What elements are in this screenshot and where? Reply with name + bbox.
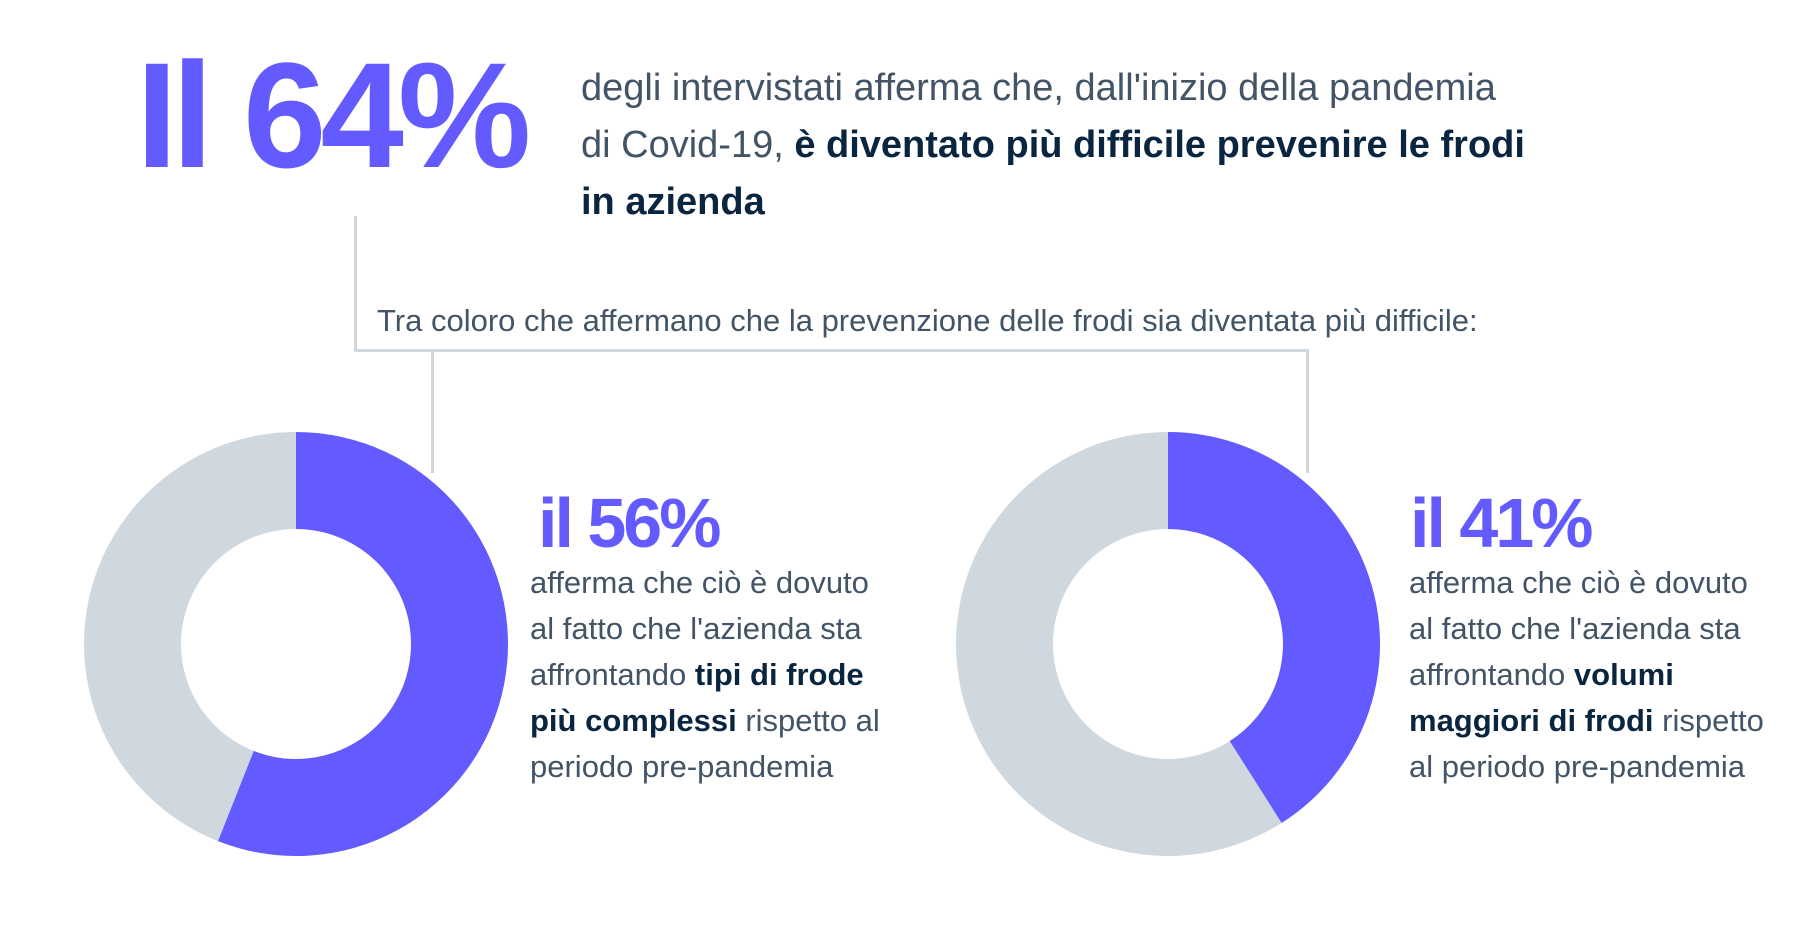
right-stat: il 41% — [1410, 484, 1593, 562]
left-desc-line-3: affrontando tipi di frode — [530, 652, 910, 698]
right-desc-line-1: afferma che ciò è dovuto — [1409, 565, 1748, 600]
left-stat: il 56% — [538, 484, 721, 562]
headline-line-1: degli intervistati afferma che, dall'ini… — [581, 67, 1496, 109]
headline-line-2: di Covid-19, è diventato più difficile p… — [581, 117, 1581, 174]
right-desc-line-5: al periodo pre-pandemia — [1409, 749, 1746, 784]
left-desc-line-2: al fatto che l'azienda sta — [530, 611, 862, 646]
headline-line-3: in azienda — [581, 181, 765, 223]
donut-left-slice-remainder — [83, 432, 296, 842]
donut-left-slice-value — [217, 432, 509, 856]
headline-line-2-bold: è diventato più difficile prevenire le f… — [794, 124, 1525, 166]
connector-left-vertical — [354, 216, 357, 352]
donut-right-slice-remainder — [956, 432, 1282, 856]
connector-right-drop — [1306, 349, 1309, 473]
right-desc-line-4-bold: maggiori di frodi — [1409, 703, 1654, 738]
right-desc-line-4-plain: rispetto — [1653, 703, 1764, 738]
left-desc-line-3-bold: tipi di frode — [694, 657, 864, 692]
donut-chart-right — [956, 432, 1380, 856]
connector-left-drop — [431, 349, 434, 473]
right-description: afferma che ciò è dovuto al fatto che l'… — [1409, 560, 1789, 790]
right-desc-line-3-plain: affrontando — [1409, 657, 1574, 692]
donut-right-slice-value — [1168, 432, 1380, 823]
headline-line-2-plain: di Covid-19, — [581, 124, 795, 166]
left-desc-line-1: afferma che ciò è dovuto — [530, 565, 869, 600]
donut-chart-left — [83, 432, 509, 856]
right-desc-line-2: al fatto che l'azienda sta — [1409, 611, 1741, 646]
left-desc-line-4: più complessi rispetto al — [530, 698, 910, 744]
left-desc-line-5: periodo pre-pandemia — [530, 749, 834, 784]
left-desc-line-3-plain: affrontando — [530, 657, 695, 692]
left-desc-line-4-bold: più complessi — [530, 703, 737, 738]
headline-text: degli intervistati afferma che, dall'ini… — [581, 60, 1581, 231]
headline-stat: Il 64% — [136, 31, 531, 199]
left-desc-line-4-plain: rispetto al — [736, 703, 880, 738]
right-desc-line-4: maggiori di frodi rispetto — [1409, 698, 1789, 744]
right-desc-line-3: affrontando volumi — [1409, 652, 1789, 698]
subtitle: Tra coloro che affermano che la prevenzi… — [377, 300, 1486, 342]
left-description: afferma che ciò è dovuto al fatto che l'… — [530, 560, 910, 790]
connector-horizontal — [354, 349, 1309, 352]
right-desc-line-3-bold: volumi — [1573, 657, 1674, 692]
